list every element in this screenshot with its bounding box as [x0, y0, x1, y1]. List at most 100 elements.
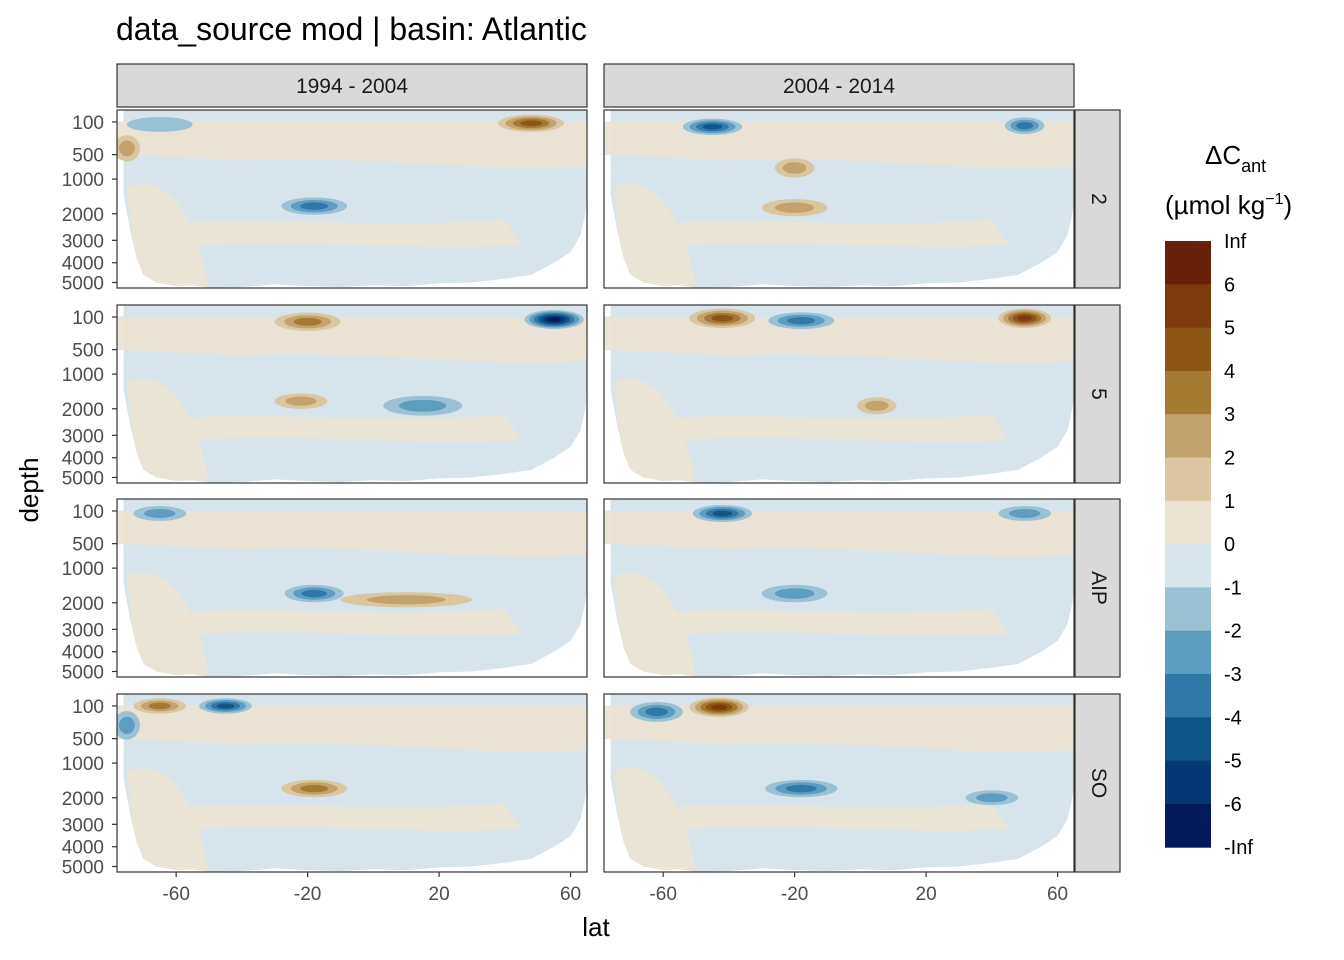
y-tick-label: 1000 [62, 170, 104, 191]
anomaly-contour [301, 589, 327, 598]
x-axis-title: lat [582, 912, 610, 942]
panel-border [603, 693, 1075, 873]
y-axis-ticks: 1005001000200030004000500010050010002000… [62, 113, 117, 878]
row-strip-bg [1074, 304, 1121, 484]
anomaly-contour [645, 707, 668, 717]
legend-units-prefix: (µmol kg [1165, 190, 1265, 220]
legend-label: Inf [1224, 231, 1247, 253]
panel-SO-1 [116, 693, 588, 873]
legend-key [1165, 544, 1211, 588]
y-tick-label: 5000 [62, 273, 104, 294]
anomaly-contour [1008, 509, 1041, 518]
anomaly-contour [366, 595, 446, 605]
panel-border [116, 693, 588, 873]
y-tick-label: 3000 [62, 815, 104, 836]
anomaly-contour [785, 784, 817, 793]
legend-key [1165, 414, 1211, 458]
seafloor-mask [604, 549, 1074, 677]
legend-units-suffix: ) [1283, 190, 1292, 220]
anomaly-contour [399, 399, 447, 412]
legend-key [1165, 803, 1211, 848]
y-tick-label: 4000 [62, 254, 104, 275]
panel-field [117, 305, 587, 483]
x-axis-ticks: -60 -20 20 60 -60 -20 20 60 [162, 872, 1068, 905]
legend-label: -6 [1224, 794, 1242, 816]
deep-positive-band [663, 219, 1009, 248]
x-tick-label: -60 [649, 884, 676, 905]
anomaly-contour [520, 120, 543, 127]
anomaly-contour [1017, 315, 1032, 321]
southern-positive-band [613, 379, 697, 483]
upper-positive-band [604, 705, 1074, 752]
legend-label: -2 [1224, 621, 1242, 643]
anomaly-contour [118, 140, 135, 157]
legend-units-sup: −1 [1265, 191, 1283, 208]
x-tick-label: 20 [429, 884, 450, 905]
anomaly-contour [710, 704, 728, 710]
legend-label: -4 [1224, 707, 1242, 729]
x-tick-label: 60 [560, 884, 581, 905]
y-tick-label: 5000 [62, 662, 104, 683]
anomaly-contour [774, 588, 815, 599]
anomaly-contour [547, 317, 561, 322]
legend-title: ΔCant [1205, 140, 1266, 176]
y-tick-label: 2000 [62, 594, 104, 615]
legend-key [1165, 370, 1211, 415]
legend-label: 3 [1224, 404, 1235, 426]
y-tick-label: 2000 [62, 400, 104, 421]
seafloor-mask [604, 744, 1074, 872]
legend-label: 0 [1224, 534, 1235, 556]
legend-key [1165, 674, 1211, 718]
seafloor-mask [117, 160, 587, 288]
x-tick-label: -20 [781, 884, 808, 905]
seafloor-mask [604, 355, 1074, 483]
y-tick-label: 4000 [62, 449, 104, 470]
legend-keys: Inf 6 5 4 3 2 1 0 -1 -2 -3 -4 -5 -6 -Inf [1165, 231, 1253, 859]
y-tick-label: 500 [72, 341, 104, 362]
seafloor-mask [117, 355, 587, 483]
legend-label: 2 [1224, 448, 1235, 470]
southern-positive-band [126, 768, 210, 872]
legend-key [1165, 630, 1211, 675]
legend-key [1165, 587, 1211, 632]
row-strip-label: SO [1087, 768, 1110, 798]
deep-positive-band [176, 219, 522, 248]
southern-positive-band [613, 184, 697, 288]
seafloor-mask [604, 160, 1074, 288]
legend-key [1165, 717, 1211, 762]
y-tick-label: 1000 [62, 559, 104, 580]
panel-AIP-1 [116, 498, 588, 678]
panel-border [603, 304, 1075, 484]
y-tick-label: 4000 [62, 643, 104, 664]
anomaly-contour [300, 202, 329, 210]
southern-positive-band [126, 573, 210, 677]
y-tick-label: 1000 [62, 365, 104, 386]
panel-border [116, 304, 588, 484]
legend-label: -1 [1224, 577, 1242, 599]
legend-key [1165, 327, 1211, 372]
deep-positive-band [663, 414, 1009, 443]
anomaly-contour [702, 124, 723, 130]
southern-positive-band [126, 184, 210, 288]
column-strip-2: 2004 - 2014 [603, 63, 1075, 108]
seafloor-mask [117, 549, 587, 677]
legend-key [1165, 500, 1211, 545]
chart-title: data_source mod | basin: Atlantic [116, 11, 587, 47]
y-tick-label: 100 [72, 308, 104, 329]
legend-key [1165, 760, 1211, 805]
deep-positive-band [176, 414, 522, 443]
y-tick-label: 3000 [62, 231, 104, 252]
legend-title-main: ΔC [1205, 140, 1241, 170]
panel-2-2 [603, 109, 1075, 289]
panel-2-1 [116, 109, 588, 289]
anomaly-contour [976, 793, 1008, 803]
upper-positive-band [117, 510, 587, 557]
anomaly-contour [148, 702, 171, 710]
x-tick-label: -20 [294, 884, 321, 905]
anomaly-contour [864, 400, 889, 411]
column-strip-bg [116, 63, 588, 108]
y-axis-title: depth [14, 457, 44, 522]
legend-label: 6 [1224, 274, 1235, 296]
legend-label: -5 [1224, 751, 1242, 773]
anomaly-contour [1016, 122, 1034, 130]
